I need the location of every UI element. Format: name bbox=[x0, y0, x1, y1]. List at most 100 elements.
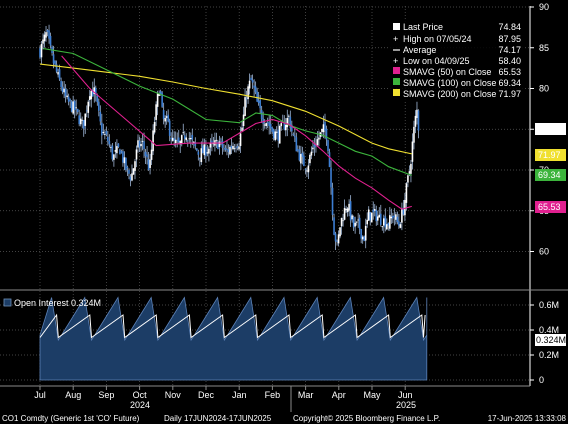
price-bar bbox=[346, 208, 349, 213]
price-bar bbox=[271, 127, 274, 132]
price-bar bbox=[370, 212, 373, 223]
legend[interactable]: Last Price 74.84 + High on 07/05/24 87.9… bbox=[389, 21, 525, 100]
price-bar bbox=[125, 157, 127, 171]
price-bar bbox=[309, 154, 311, 164]
price-bar bbox=[288, 115, 290, 117]
legend-label-last-price: Last Price bbox=[403, 22, 443, 32]
price-bar bbox=[84, 113, 87, 126]
price-bar bbox=[61, 86, 64, 93]
price-tags: 74.84 71.97 69.34 65.53 bbox=[535, 123, 566, 213]
price-bar bbox=[186, 140, 189, 142]
price-bar bbox=[265, 123, 267, 126]
price-bar bbox=[411, 141, 414, 162]
price-bar bbox=[339, 227, 341, 237]
price-bar bbox=[196, 148, 198, 151]
price-bar bbox=[73, 100, 76, 111]
price-bar bbox=[202, 145, 204, 154]
price-bar bbox=[189, 137, 192, 140]
price-bar bbox=[289, 116, 292, 128]
price-bar bbox=[352, 216, 355, 228]
sma200-line bbox=[39, 63, 412, 155]
price-bar bbox=[152, 130, 154, 152]
price-bar bbox=[294, 135, 296, 138]
price-bar bbox=[143, 141, 145, 150]
x-tick-label: Apr bbox=[332, 390, 346, 400]
x-tick-label: Jan bbox=[232, 390, 247, 400]
footer-copyright: Copyright© 2025 Bloomberg Finance L.P. bbox=[293, 414, 440, 423]
price-bar bbox=[357, 219, 359, 221]
sma50-swatch bbox=[393, 67, 400, 74]
price-bar bbox=[129, 176, 132, 181]
price-bar bbox=[205, 146, 207, 156]
price-bar bbox=[333, 217, 335, 235]
price-bar bbox=[342, 220, 344, 222]
price-bar bbox=[348, 203, 350, 211]
price-tag-sma100-bg bbox=[535, 169, 566, 181]
price-bar bbox=[114, 150, 117, 152]
year-label: 2025 bbox=[396, 400, 416, 410]
price-bar bbox=[215, 139, 218, 141]
price-bar bbox=[376, 216, 379, 221]
price-bar bbox=[334, 233, 337, 242]
price-bar bbox=[417, 110, 420, 131]
price-bar bbox=[324, 121, 326, 131]
price-bar bbox=[230, 146, 233, 149]
price-bar bbox=[220, 139, 222, 141]
price-bar bbox=[69, 99, 71, 101]
x-tick-label: Oct bbox=[133, 390, 148, 400]
price-bar bbox=[101, 122, 103, 136]
price-bar bbox=[360, 228, 362, 239]
price-bar bbox=[138, 140, 141, 148]
price-bar bbox=[351, 215, 353, 220]
price-bar bbox=[52, 54, 55, 64]
price-bar bbox=[389, 215, 391, 229]
price-bar bbox=[40, 43, 43, 58]
price-bar bbox=[165, 116, 168, 118]
legend-value-high: 87.95 bbox=[498, 34, 521, 44]
price-bar bbox=[144, 151, 147, 157]
open-interest-line bbox=[39, 313, 426, 339]
legend-label-high: High on 07/05/24 bbox=[403, 34, 472, 44]
price-tag-sma200-bg bbox=[535, 149, 566, 161]
price-bar bbox=[126, 167, 129, 168]
price-panel bbox=[39, 24, 420, 251]
price-bar bbox=[176, 140, 179, 142]
price-bar bbox=[162, 110, 165, 120]
price-bar bbox=[386, 224, 388, 230]
price-bar bbox=[140, 143, 142, 147]
price-bar bbox=[173, 138, 176, 141]
price-bar bbox=[135, 149, 138, 160]
price-bar bbox=[330, 167, 332, 188]
price-bar bbox=[336, 240, 338, 242]
price-bar bbox=[87, 101, 90, 113]
price-bar bbox=[372, 209, 375, 213]
price-bar bbox=[318, 137, 320, 140]
price-bar bbox=[266, 122, 269, 124]
price-bar bbox=[188, 138, 191, 140]
price-bar bbox=[361, 236, 364, 240]
price-bar bbox=[404, 199, 406, 216]
price-bar bbox=[113, 154, 115, 160]
price-bar bbox=[48, 30, 50, 39]
price-bar bbox=[156, 93, 159, 107]
price-bar bbox=[131, 173, 133, 181]
price-bar bbox=[72, 101, 74, 114]
low-marker-icon: + bbox=[393, 56, 398, 66]
price-bar bbox=[208, 148, 210, 154]
price-bar bbox=[387, 223, 390, 226]
price-bar bbox=[393, 215, 396, 217]
legend-value-low: 58.40 bbox=[498, 56, 521, 66]
price-bar bbox=[180, 135, 183, 145]
year-label: 2024 bbox=[130, 400, 150, 410]
price-bar bbox=[167, 114, 169, 122]
price-bar bbox=[277, 129, 280, 141]
price-bar bbox=[224, 147, 227, 150]
open-interest-swatch bbox=[3, 298, 12, 307]
price-bar bbox=[146, 154, 148, 158]
price-bar bbox=[70, 101, 73, 112]
price-bar bbox=[396, 216, 399, 223]
price-bar bbox=[39, 48, 41, 58]
price-bar bbox=[134, 161, 136, 171]
price-bar bbox=[312, 147, 314, 150]
price-bar bbox=[199, 157, 201, 160]
